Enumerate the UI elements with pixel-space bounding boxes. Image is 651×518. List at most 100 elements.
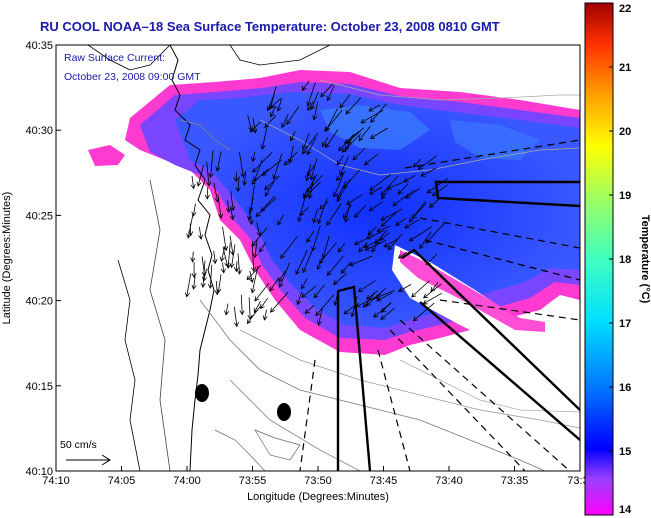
current-vector xyxy=(326,85,335,102)
current-vector xyxy=(426,177,449,194)
current-vector xyxy=(254,282,270,302)
current-vector xyxy=(191,203,197,217)
current-vector xyxy=(353,204,367,218)
current-vector xyxy=(299,207,309,216)
current-vector xyxy=(357,280,376,293)
colorbar-tick-label: 21 xyxy=(619,62,631,74)
y-tick-label: 40:35 xyxy=(25,40,53,52)
y-axis-title: Latitude (Degrees:Minutes) xyxy=(1,192,13,325)
colorbar-tick-label: 16 xyxy=(619,382,631,394)
current-vector xyxy=(345,194,363,205)
x-axis: 74:10 74:05 74:00 73:55 73:50 73:45 73:40 73:35… xyxy=(42,466,589,487)
current-vector xyxy=(252,152,273,173)
scale-arrow: 50 cm/s xyxy=(60,439,111,466)
current-vector xyxy=(242,170,248,187)
current-vector xyxy=(411,280,430,298)
current-vector xyxy=(255,197,277,218)
current-vector xyxy=(307,175,315,200)
y-tick-label: 40:15 xyxy=(25,381,53,393)
current-vector xyxy=(276,98,283,112)
current-vector xyxy=(207,264,213,289)
buoy-marker-1 xyxy=(195,384,209,402)
current-vector xyxy=(333,174,344,198)
current-vector xyxy=(368,186,383,195)
x-tick-label: 74:05 xyxy=(108,475,136,487)
y-tick-label: 40:10 xyxy=(25,466,53,478)
current-vector xyxy=(392,189,415,207)
x-axis-title: Longitude (Degrees:Minutes) xyxy=(247,491,389,503)
current-label-line2: October 23, 2008 09:00 GMT xyxy=(64,71,201,83)
current-vector xyxy=(302,132,310,151)
current-vector xyxy=(247,297,253,320)
current-vector xyxy=(301,132,319,155)
current-vector xyxy=(248,210,254,226)
current-vector xyxy=(430,281,439,293)
current-vector xyxy=(190,251,196,263)
current-vector xyxy=(202,268,207,282)
current-vector xyxy=(250,266,259,294)
current-vector xyxy=(230,191,236,212)
current-vector xyxy=(376,225,391,233)
current-vector xyxy=(316,307,323,326)
current-vector xyxy=(260,195,275,213)
x-tick-label: 74:00 xyxy=(173,475,201,487)
current-vector xyxy=(260,127,268,150)
current-label-line1: Raw Surface Current: xyxy=(64,52,165,64)
current-vector xyxy=(310,91,319,111)
current-vector xyxy=(404,219,420,229)
current-vector xyxy=(317,198,328,225)
current-vector xyxy=(417,155,437,170)
colorbar: 22 21 20 19 18 17 16 15 14 Temperature (°C) xyxy=(584,2,651,516)
current-vector xyxy=(419,231,432,249)
current-vector xyxy=(309,158,318,181)
current-vector xyxy=(222,226,229,252)
current-vector xyxy=(229,244,236,269)
current-vector xyxy=(313,284,325,299)
current-vector xyxy=(236,253,242,275)
buoy-marker-2 xyxy=(277,403,291,421)
current-vector xyxy=(249,270,254,284)
current-vector xyxy=(403,174,416,182)
current-vector xyxy=(295,249,308,275)
current-vector xyxy=(304,163,312,182)
current-vector xyxy=(206,161,212,187)
current-vector xyxy=(191,276,197,290)
current-vector xyxy=(306,82,316,107)
colorbar-gradient xyxy=(584,2,614,516)
current-vector xyxy=(367,226,377,236)
contour-4 xyxy=(239,329,580,429)
current-vector xyxy=(339,94,351,109)
colorbar-tick-label: 19 xyxy=(619,190,631,202)
current-vector xyxy=(302,246,315,274)
current-vector xyxy=(358,126,371,142)
current-vector xyxy=(263,175,280,191)
current-vector xyxy=(333,290,339,307)
current-vector xyxy=(266,92,276,112)
current-vector xyxy=(363,153,379,166)
contour-10 xyxy=(254,429,301,461)
current-vector xyxy=(335,170,347,181)
colorbar-tick-label: 15 xyxy=(619,446,631,458)
current-vector xyxy=(259,297,269,310)
map-title: RU COOL NOAA–18 Sea Surface Temperature:… xyxy=(40,19,500,34)
current-vector xyxy=(224,303,230,316)
current-vector xyxy=(370,103,387,123)
y-tick-label: 40:20 xyxy=(25,296,53,308)
current-vector xyxy=(325,108,338,132)
x-tick-label: 73:40 xyxy=(435,475,463,487)
colorbar-tick-label: 17 xyxy=(619,318,631,330)
current-vector xyxy=(204,186,210,200)
current-vector xyxy=(343,304,356,315)
current-vector xyxy=(369,127,388,139)
y-tick-label: 40:30 xyxy=(25,125,53,137)
coastline-contours xyxy=(87,45,580,471)
current-vector xyxy=(269,291,289,313)
lane-south xyxy=(336,285,372,471)
current-vector xyxy=(217,194,224,219)
current-vector xyxy=(376,292,393,302)
current-vector xyxy=(213,182,220,203)
shipping-lanes xyxy=(336,180,580,471)
current-vector xyxy=(343,204,351,223)
x-tick-label: 74:10 xyxy=(42,475,70,487)
current-vector xyxy=(339,156,349,176)
